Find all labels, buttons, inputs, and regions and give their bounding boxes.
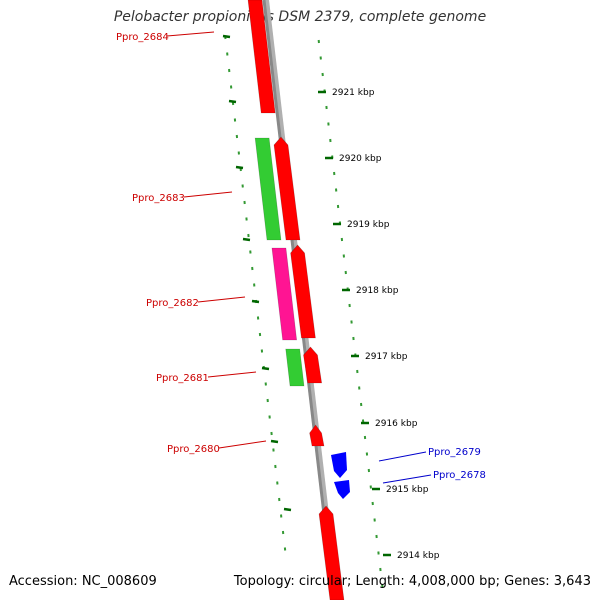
gene-label-leader <box>197 296 246 303</box>
inner-scale-tick <box>251 299 260 304</box>
gene-label: Ppro_2679 <box>428 447 481 458</box>
scale-tick-label: 2915 kbp <box>386 485 429 495</box>
scale-tick-label: 2919 kbp <box>347 220 390 230</box>
gene-label-leader <box>378 451 427 462</box>
map-title: Pelobacter propionicus DSM 2379, complet… <box>113 9 487 25</box>
gene-bar-ppro-2682 <box>290 244 316 339</box>
inner-scale-tick <box>235 165 244 170</box>
gene-label: Ppro_2680 <box>167 444 220 455</box>
inner-scale-tick <box>270 439 279 444</box>
gene-label: Ppro_2682 <box>146 298 199 309</box>
gene-bar-ppro-2679 <box>331 452 347 478</box>
scale-tick-label: 2918 kbp <box>356 286 399 296</box>
gene-label: Ppro_2684 <box>116 32 169 43</box>
feature-bar-ppro-2682 <box>271 247 298 341</box>
scale-tick-label: 2914 kbp <box>397 551 440 561</box>
genome-summary-text: Topology: circular; Length: 4,008,000 bp… <box>233 574 591 589</box>
inner-scale-tick <box>261 366 270 371</box>
gene-label-leader <box>207 371 257 378</box>
gene-bar-lower <box>318 505 345 600</box>
feature-bar-ppro-2683 <box>254 137 282 241</box>
gene-label-leader <box>218 440 267 449</box>
scale-tick-label: 2916 kbp <box>375 419 418 429</box>
accession-text: Accession: NC_008609 <box>9 574 157 589</box>
scale-tick-label: 2917 kbp <box>365 352 408 362</box>
gene-bar-ppro-2680 <box>309 424 325 447</box>
scale-tick-label: 2921 kbp <box>332 88 375 98</box>
gene-bar-ppro-2683 <box>273 136 301 241</box>
inner-scale-tick <box>242 237 251 242</box>
gene-label: Ppro_2678 <box>433 470 486 481</box>
gene-bar-ppro-2678 <box>334 480 350 499</box>
inner-scale-tick <box>228 99 237 104</box>
gene-bar-ppro-2684 <box>247 0 276 114</box>
gene-label-leader <box>166 31 215 37</box>
gene-label: Ppro_2683 <box>132 193 185 204</box>
gene-bar-ppro-2681 <box>303 346 323 384</box>
gene-label: Ppro_2681 <box>156 373 209 384</box>
inner-scale-tick <box>283 507 292 512</box>
gene-label-leader <box>382 474 432 484</box>
scale-tick-label: 2920 kbp <box>339 154 382 164</box>
gene-label-leader <box>183 191 233 198</box>
inner-scale-tick <box>222 34 231 39</box>
feature-bar-ppro-2681 <box>285 348 305 387</box>
